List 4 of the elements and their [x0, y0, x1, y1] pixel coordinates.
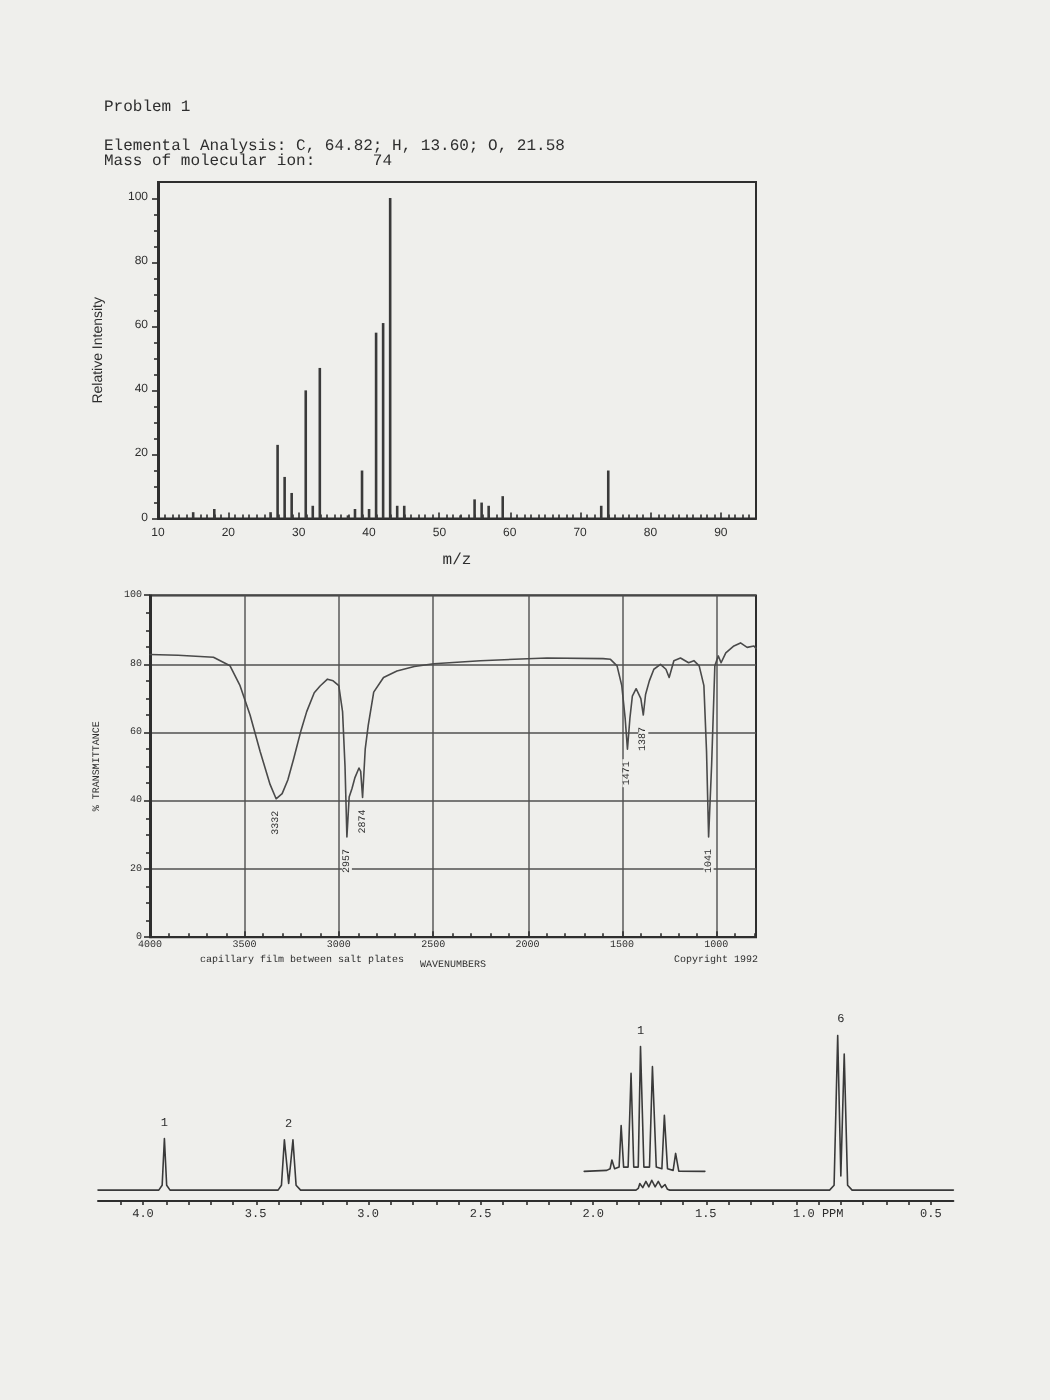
chart-subtitle: Elemental Analysis: C, 64.82; H, 13.60; O, 21.58	[104, 137, 566, 156]
x-axis-title: m/z	[442, 551, 472, 570]
text: Mass of molecular ion: 74	[104, 153, 393, 171]
chart-title: Problem 1	[104, 99, 191, 117]
